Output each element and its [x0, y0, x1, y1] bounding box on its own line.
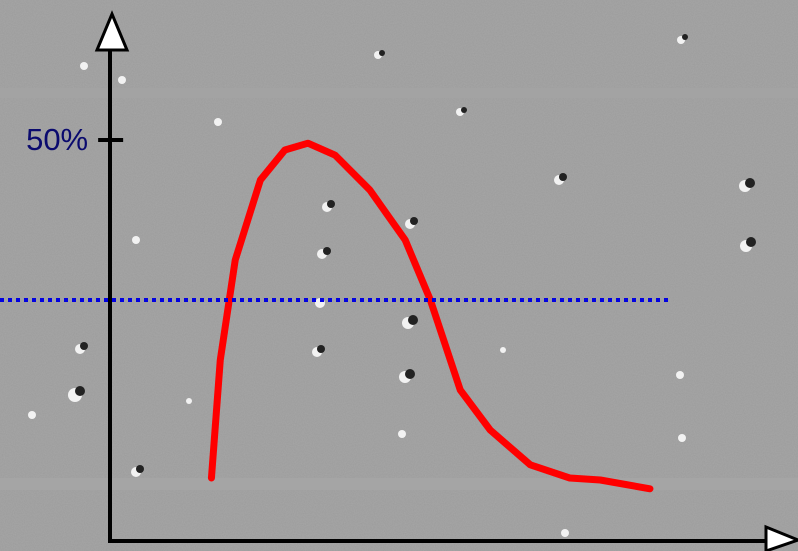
chart: 50%	[0, 0, 798, 551]
y-tick-label: 50%	[26, 122, 88, 157]
background	[0, 0, 798, 551]
